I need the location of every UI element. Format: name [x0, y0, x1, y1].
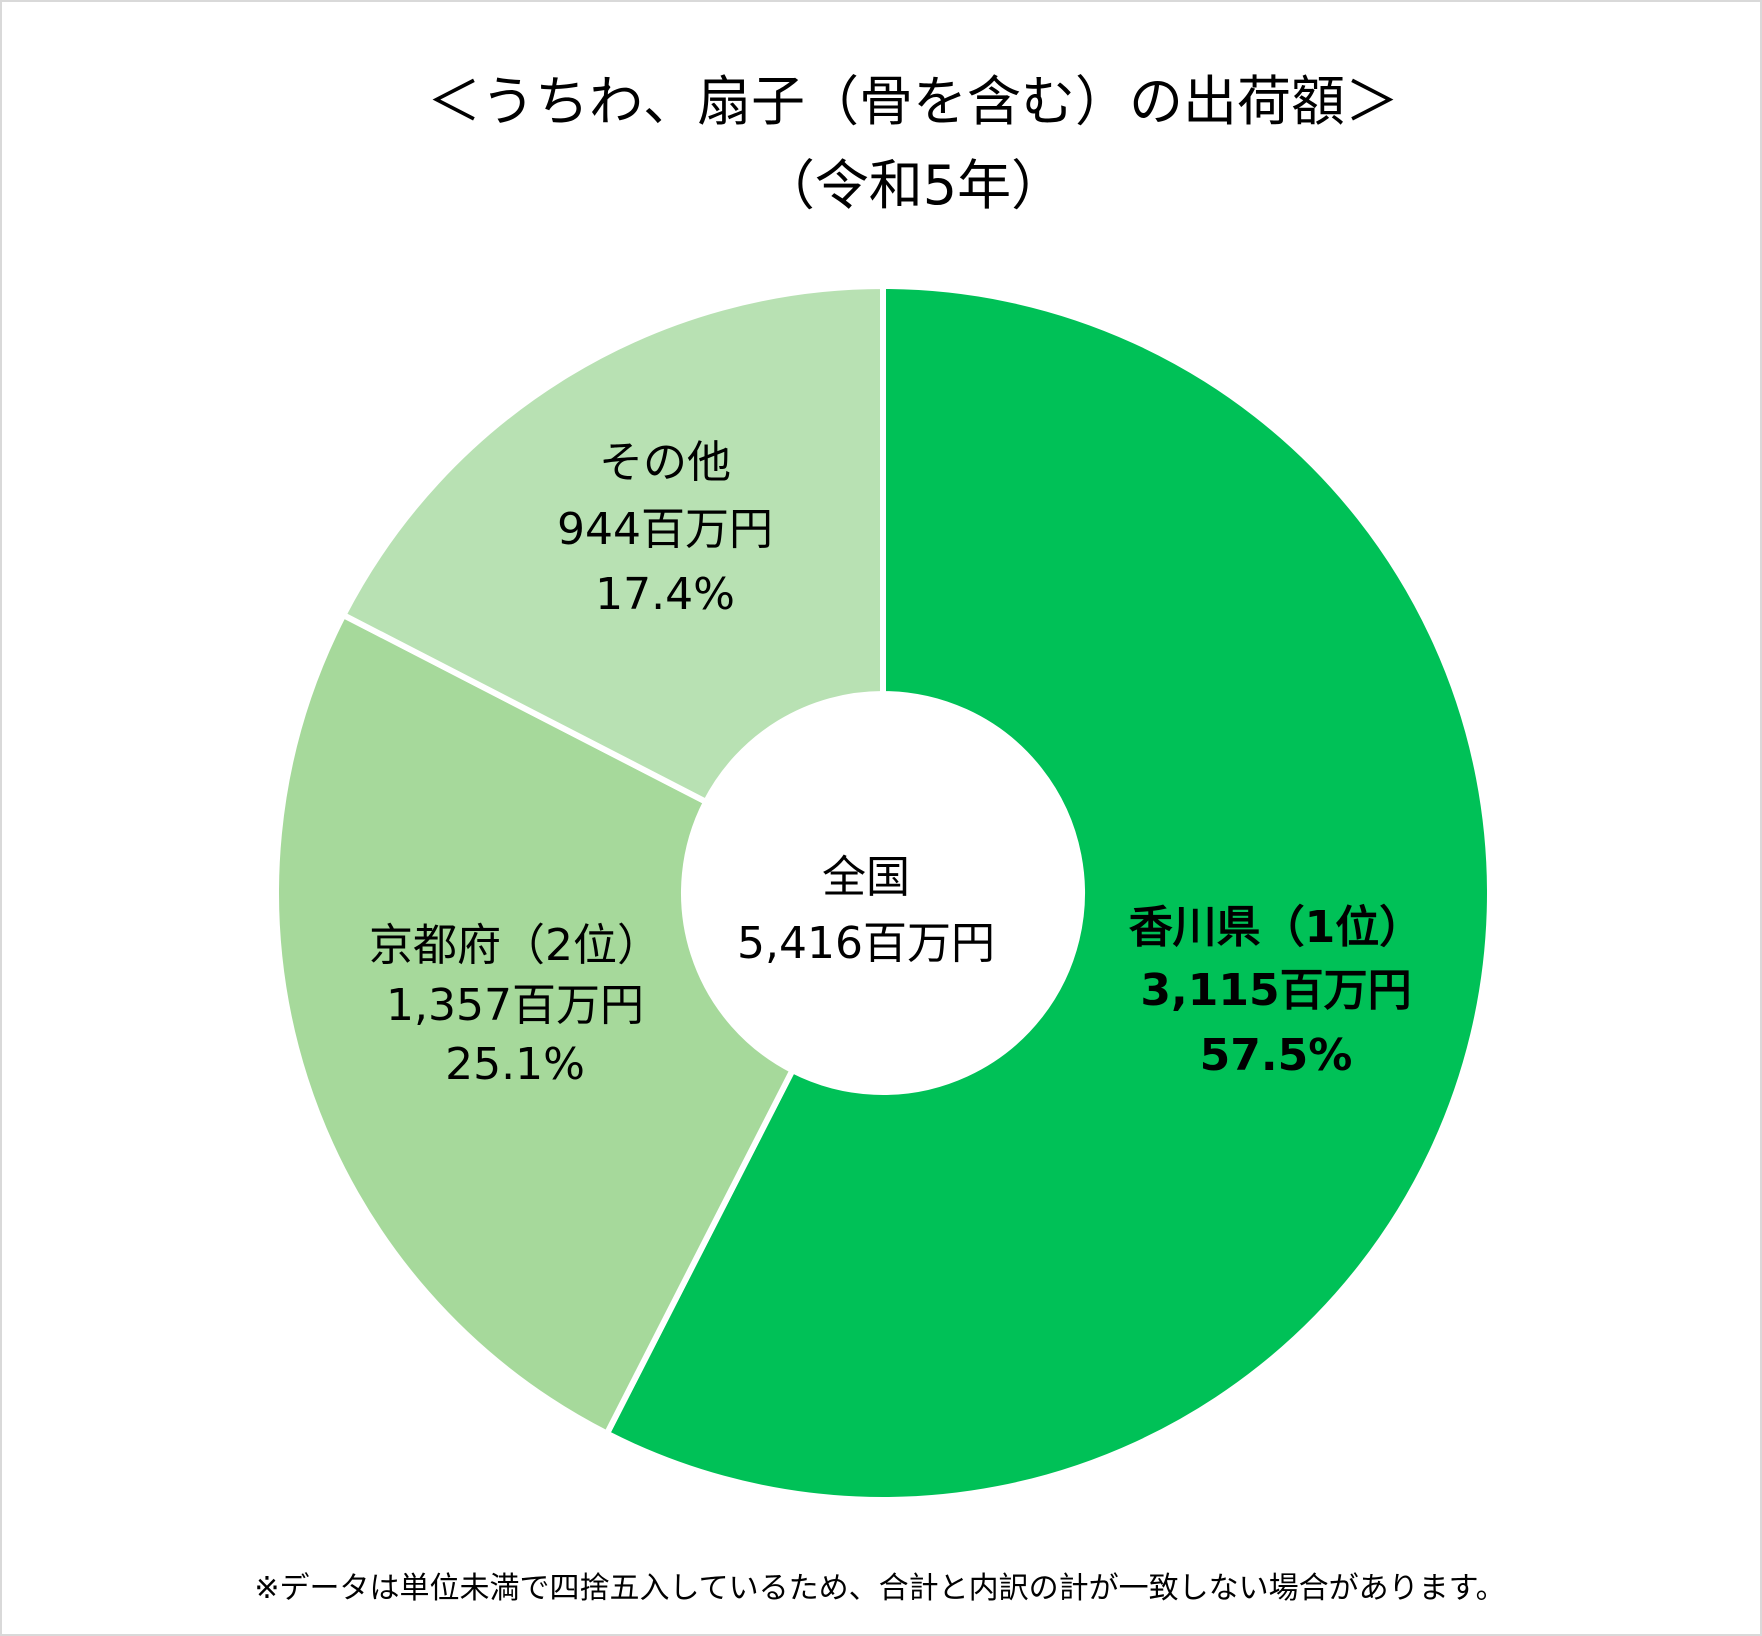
center-label-total: 5,416百万円 — [737, 918, 995, 969]
slice-label-name: 京都府（2位） — [369, 920, 661, 971]
slice-label-kyoto: 京都府（2位） 1,357百万円 25.1% — [369, 920, 661, 1090]
center-label-title: 全国 — [822, 852, 910, 903]
donut-slice-1 — [273, 611, 797, 1438]
slice-label-name: 香川県（1位） — [1129, 902, 1424, 953]
slice-label-percent: 57.5% — [1200, 1030, 1353, 1081]
slice-label-name: その他 — [599, 437, 731, 488]
slice-label-percent: 25.1% — [445, 1039, 585, 1090]
slice-label-value: 944百万円 — [557, 504, 773, 555]
slice-label-percent: 17.4% — [595, 569, 735, 620]
chart-title: ＜うちわ、扇子（骨を含む）の出荷額＞ — [427, 70, 1399, 133]
footnote: ※データは単位未満で四捨五入しているため、合計と内訳の計が一致しない場合がありま… — [254, 1571, 1505, 1606]
slice-label-value: 3,115百万円 — [1140, 965, 1411, 1016]
donut-slice-2 — [339, 282, 886, 806]
chart-subtitle: （令和5年） — [761, 154, 1065, 217]
slice-label-value: 1,357百万円 — [386, 980, 644, 1031]
donut-slice-0 — [602, 282, 1493, 1503]
slice-label-kagawa: 香川県（1位） 3,115百万円 57.5% — [1129, 902, 1424, 1081]
slice-label-other: その他 944百万円 17.4% — [557, 437, 773, 620]
